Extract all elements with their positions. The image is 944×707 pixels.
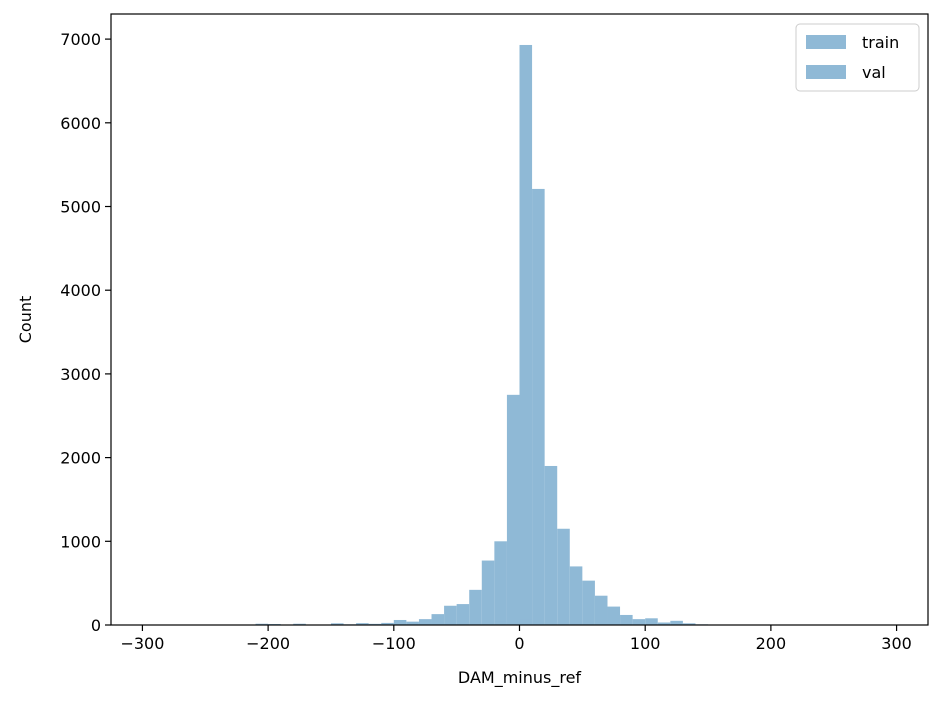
x-tick-label: 200 [756,634,787,653]
train-bar-28 [494,541,507,625]
x-tick-label: 100 [630,634,661,653]
bars-layer [142,45,896,625]
x-tick-label: 0 [514,634,524,653]
train-bar-22 [419,619,432,625]
legend: train val [796,24,919,91]
legend-label-val: val [862,63,886,82]
train-bar-20 [394,620,407,625]
y-tick-label: 4000 [60,281,101,300]
train-bar-31 [532,189,545,625]
y-axis-label: Count [16,296,35,344]
train-bar-32 [545,466,558,625]
x-tick-label: −300 [120,634,164,653]
x-tick-label: −200 [246,634,290,653]
y-tick-label: 7000 [60,30,101,49]
y-tick-label: 6000 [60,114,101,133]
legend-frame [796,24,919,91]
x-axis-label: DAM_minus_ref [458,668,582,688]
train-bar-26 [469,590,482,625]
val-bar-9 [520,620,533,625]
y-tick-label: 0 [91,616,101,635]
y-axis: 0 1000 2000 3000 4000 5000 6000 7000 [60,30,111,635]
train-bar-23 [432,614,445,625]
train-bar-36 [595,596,608,625]
train-bar-37 [607,607,620,625]
y-tick-label: 3000 [60,365,101,384]
y-tick-label: 5000 [60,198,101,217]
x-tick-label: −100 [372,634,416,653]
y-tick-label: 2000 [60,449,101,468]
legend-label-train: train [862,33,899,52]
train-bar-34 [570,566,583,625]
train-bar-30 [520,45,533,625]
train-bar-40 [645,618,658,625]
train-bar-42 [670,621,683,625]
legend-swatch-train [806,35,846,49]
train-bar-24 [444,606,457,625]
train-bar-33 [557,529,570,625]
train-bar-39 [633,619,646,625]
legend-swatch-val [806,65,846,79]
y-tick-label: 1000 [60,532,101,551]
train-bar-38 [620,615,633,625]
train-bar-27 [482,561,495,625]
x-tick-label: 300 [881,634,912,653]
train-bar-29 [507,395,520,625]
train-bar-35 [582,581,595,625]
train-bar-25 [457,604,470,625]
x-axis: −300 −200 −100 0 100 200 300 [120,625,911,653]
